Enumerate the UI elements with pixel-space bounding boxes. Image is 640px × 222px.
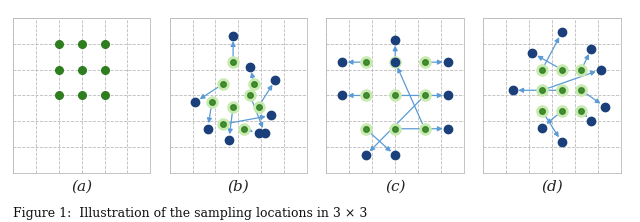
Text: Figure 1:  Illustration of the sampling locations in 3 × 3: Figure 1: Illustration of the sampling l… [13, 207, 367, 220]
Text: (b): (b) [228, 179, 249, 194]
Text: (d): (d) [541, 179, 563, 194]
Text: (c): (c) [385, 179, 406, 194]
Text: (a): (a) [71, 179, 92, 194]
